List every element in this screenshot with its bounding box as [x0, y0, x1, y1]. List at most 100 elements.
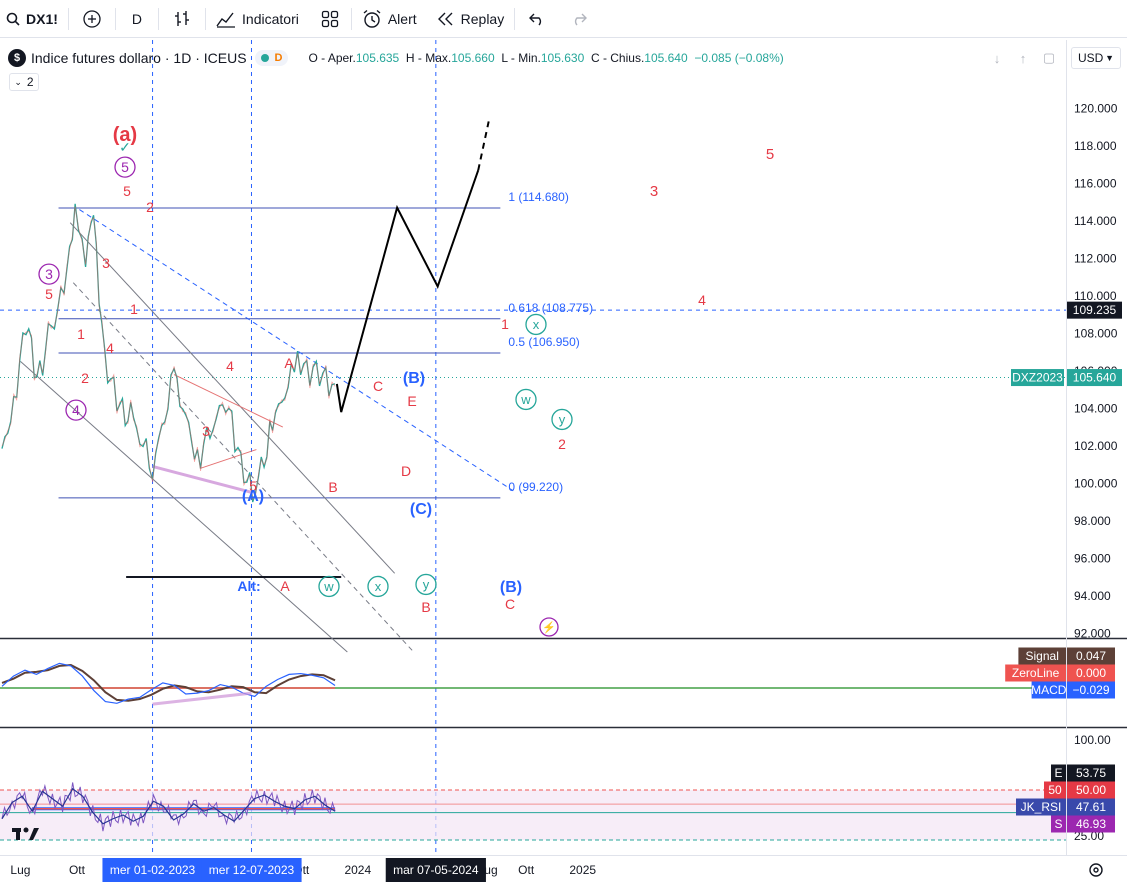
wave-label-circle — [318, 575, 340, 598]
macd-series-name-tag: ZeroLine — [1012, 666, 1060, 680]
wave-label: Alt: — [237, 578, 260, 594]
wave-label: 4 — [106, 340, 114, 356]
delayed-badge: D — [274, 52, 283, 64]
redo-button[interactable] — [559, 0, 599, 38]
wave-label: E — [407, 393, 416, 409]
maximize-pane-icon[interactable]: ▢ — [1042, 50, 1056, 65]
rsi-level-name-tag-bg — [1051, 815, 1066, 833]
wave-label-circle — [367, 575, 389, 598]
high-value: 105.660 — [451, 51, 495, 65]
alert-label: Alert — [387, 10, 417, 27]
move-down-icon[interactable]: ↓ — [993, 50, 1001, 66]
chart-type-button[interactable] — [159, 0, 205, 38]
price-tick-label: 108.000 — [1074, 326, 1118, 340]
interval-button[interactable]: D — [131, 10, 143, 27]
macd-value-tag-bg — [1067, 664, 1115, 682]
wave-label: 5 — [123, 183, 131, 199]
price-tick-label: 110.000 — [1074, 289, 1117, 303]
price-tick-label: 102.000 — [1074, 439, 1118, 453]
macd-series-name-tag: Signal — [1026, 649, 1059, 663]
wave-label: 1 — [77, 326, 85, 342]
time-tick-label: Lug — [10, 863, 30, 877]
crosshair-date-tag-bg — [385, 858, 486, 882]
time-tick-label: Ott — [69, 863, 86, 877]
crosshair-date-tag: mar 07-05-2024 — [393, 863, 479, 877]
last-price-tag: 105.640 — [1073, 371, 1117, 385]
price-tick-label: 112.000 — [1074, 251, 1117, 265]
channel-upper-line — [69, 222, 396, 574]
macd-value-tag-bg — [1067, 681, 1115, 699]
wave-label: (B) — [500, 579, 522, 596]
wave-label: 2 — [146, 199, 154, 215]
time-scale-settings-icon[interactable] — [1088, 862, 1104, 881]
rsi-level-name-tag-bg — [1016, 798, 1066, 816]
move-up-icon[interactable]: ↑ — [1019, 50, 1027, 66]
open-value: 105.635 — [355, 51, 400, 65]
wave-label: w — [323, 579, 334, 594]
toolbar-divider — [158, 7, 160, 30]
wave-label: (C) — [410, 501, 432, 518]
crosshair-price-tag: 109.235 — [1073, 303, 1117, 317]
replay-button[interactable]: Replay — [427, 0, 515, 38]
alert-button[interactable]: Alert — [352, 0, 427, 38]
time-tick-label: 2024 — [344, 863, 371, 877]
rsi-level-name-tag-bg — [1051, 764, 1066, 782]
chevron-down-icon: ▼ — [1105, 53, 1114, 63]
tradingview-logo — [12, 826, 40, 847]
macd-line — [1, 662, 336, 704]
last-price-name-tag-bg — [1011, 369, 1064, 387]
price-tick-label: 104.000 — [1074, 401, 1118, 415]
toolbar-divider — [67, 7, 69, 30]
rsi-level-name-tag: 50 — [1048, 783, 1062, 797]
macd-value-tag: −0.029 — [1072, 683, 1109, 697]
high-label: H - Max. — [405, 51, 452, 65]
rsi-level-value-tag: 50.00 — [1076, 783, 1106, 797]
rsi-level-name-tag: JK_RSI — [1021, 800, 1062, 814]
price-tick-label: 118.000 — [1074, 139, 1117, 153]
undo-button[interactable] — [515, 0, 559, 38]
market-status-badge[interactable]: D — [254, 50, 289, 66]
lightning-circle — [539, 617, 559, 637]
macd-series-name-tag-bg — [1031, 681, 1066, 699]
wave-label: (B) — [403, 370, 425, 387]
symbol-search-button[interactable]: DX1! — [0, 0, 68, 38]
price-tick-label: 92.000 — [1074, 626, 1111, 640]
change-value: −0.085 (−0.08%) — [694, 51, 784, 65]
macd-value-tag: 0.047 — [1076, 649, 1106, 663]
bar-chart-icon — [175, 10, 190, 26]
wave-label: 1 — [130, 301, 138, 317]
wave-label-circle — [525, 313, 547, 336]
top-toolbar: DX1! D Indicatori Alert Replay — [0, 0, 1127, 38]
macd-signal-line — [1, 664, 336, 702]
compare-symbol-button[interactable] — [69, 0, 115, 38]
macd-value-tag-bg — [1067, 647, 1115, 665]
wave-label: w — [520, 392, 531, 407]
triangle-lower-line — [200, 449, 257, 469]
wave-label: 2 — [558, 436, 566, 452]
undo-icon — [529, 13, 542, 25]
wave-label: 1 — [501, 316, 509, 332]
indicators-label: Indicatori — [242, 10, 299, 27]
ohlc-values: O - Aper.105.635 H - Max.105.660 L - Min… — [308, 51, 783, 65]
macd-value-tag: 0.000 — [1076, 666, 1106, 680]
last-price-tag-bg — [1067, 369, 1122, 387]
wave-label: 4 — [226, 358, 234, 374]
low-value: 105.630 — [540, 51, 585, 65]
currency-select[interactable]: USD ▼ — [1071, 47, 1121, 69]
chart-legend: $ Indice futures dollaro · 1D · ICEUS D … — [8, 47, 784, 69]
rsi-level-value-tag-bg — [1067, 764, 1115, 782]
symbol-title: Indice futures dollaro · 1D · ICEUS — [31, 50, 247, 66]
layouts-button[interactable] — [309, 0, 351, 38]
lightning-icon: ⚡ — [542, 621, 556, 634]
low-label: L - Min. — [501, 51, 541, 65]
indicators-button[interactable]: Indicatori — [206, 0, 309, 38]
wave-label: 5 — [121, 159, 129, 175]
price-series-wicks — [1, 206, 336, 501]
collapse-legend-button[interactable]: ⌄ 2 — [9, 73, 39, 91]
wave-label: 3 — [650, 183, 658, 200]
price-tick-label: 98.000 — [1074, 514, 1111, 528]
wave-label: x — [375, 579, 382, 594]
fib-level-label: 0.5 (106.950) — [508, 335, 579, 349]
wave-label: C — [373, 378, 383, 394]
